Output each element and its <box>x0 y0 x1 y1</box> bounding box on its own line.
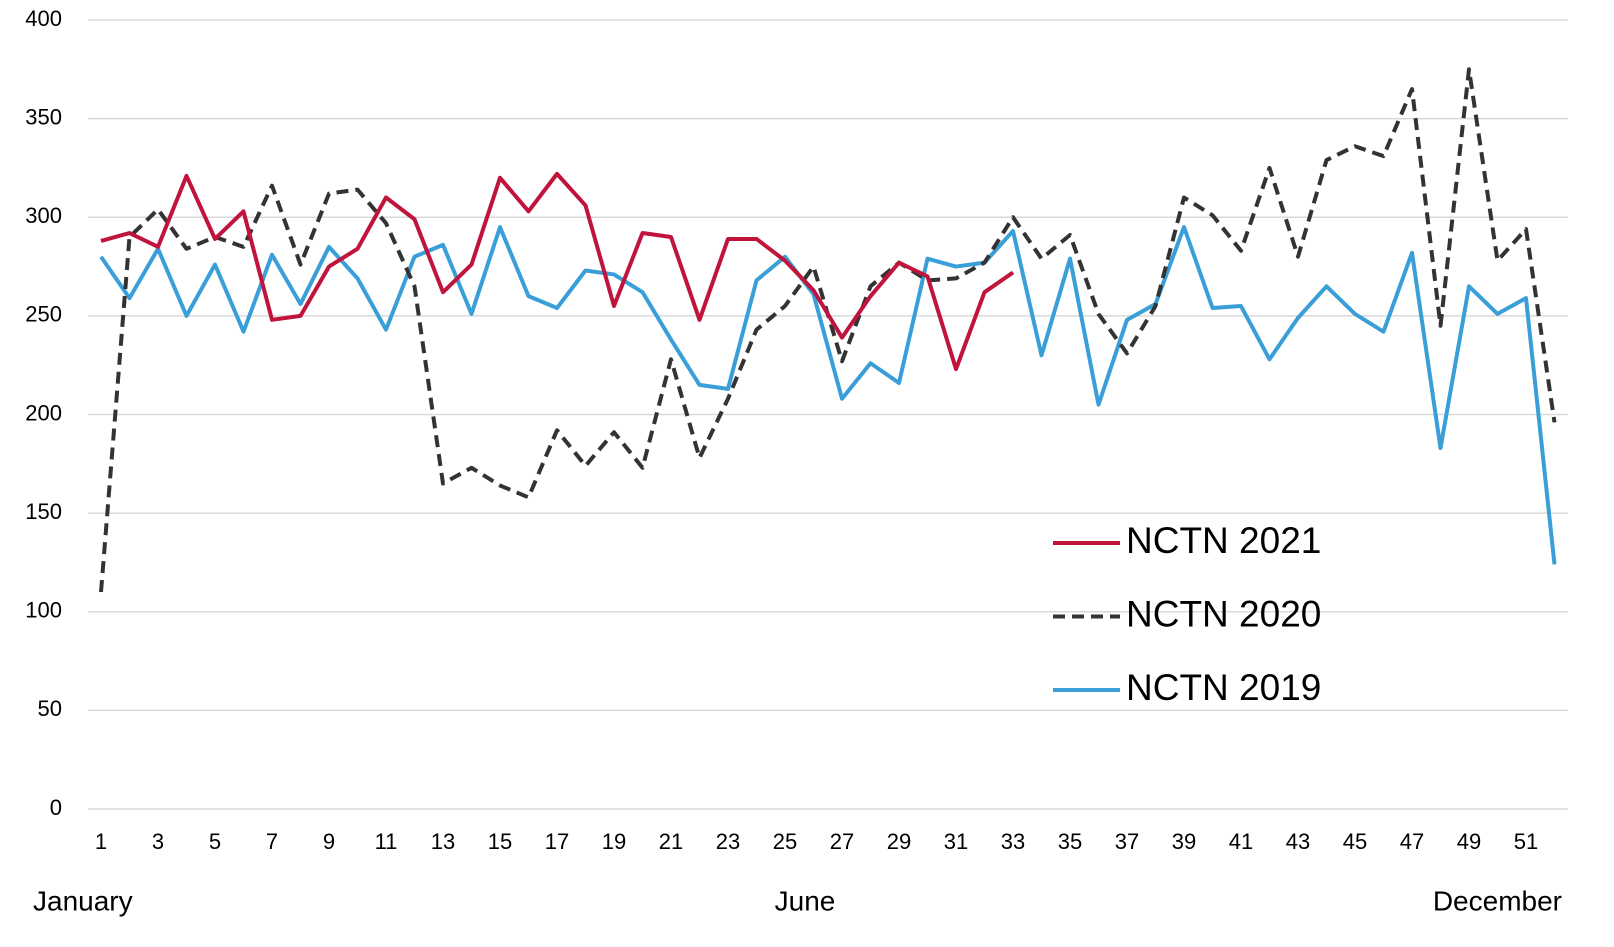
x-tick-label: 23 <box>716 829 740 854</box>
legend-label: NCTN 2019 <box>1126 667 1321 708</box>
legend-label: NCTN 2021 <box>1126 520 1321 561</box>
y-tick-label: 300 <box>25 203 62 228</box>
x-tick-label: 37 <box>1115 829 1139 854</box>
series-line <box>99 225 1557 565</box>
x-tick-label: 5 <box>209 829 221 854</box>
x-tick-label: 35 <box>1058 829 1082 854</box>
x-tick-label: 3 <box>152 829 164 854</box>
x-tick-label: 45 <box>1343 829 1367 854</box>
x-tick-label: 33 <box>1001 829 1025 854</box>
x-tick-label: 47 <box>1400 829 1424 854</box>
month-label: June <box>775 885 836 916</box>
x-tick-label: 9 <box>323 829 335 854</box>
x-tick-label: 21 <box>659 829 683 854</box>
x-tick-label: 19 <box>602 829 626 854</box>
month-label: December <box>1433 885 1562 916</box>
x-tick-label: 29 <box>887 829 911 854</box>
y-tick-label: 150 <box>25 499 62 524</box>
x-tick-label: 49 <box>1457 829 1481 854</box>
x-tick-label: 13 <box>431 829 455 854</box>
y-tick-label: 50 <box>38 696 62 721</box>
y-tick-label: 250 <box>25 302 62 327</box>
series-line <box>100 171 1015 372</box>
x-tick-label: 11 <box>375 829 398 854</box>
x-tick-label: 17 <box>545 829 569 854</box>
x-tick-label: 7 <box>266 829 278 854</box>
x-tick-label: 43 <box>1286 829 1310 854</box>
month-label: January <box>33 885 133 916</box>
x-tick-label: 31 <box>944 829 968 854</box>
y-tick-label: 0 <box>50 795 62 820</box>
y-tick-label: 100 <box>25 598 62 623</box>
y-tick-label: 400 <box>25 6 62 31</box>
x-tick-label: 1 <box>95 829 107 854</box>
x-tick-label: 51 <box>1514 829 1538 854</box>
y-tick-label: 350 <box>25 104 62 129</box>
x-tick-label: 25 <box>773 829 797 854</box>
x-tick-label: 39 <box>1172 829 1196 854</box>
x-tick-label: 41 <box>1229 829 1253 854</box>
y-tick-label: 200 <box>25 400 62 425</box>
x-tick-label: 15 <box>488 829 512 854</box>
x-tick-label: 27 <box>830 829 854 854</box>
legend-label: NCTN 2020 <box>1126 593 1321 634</box>
